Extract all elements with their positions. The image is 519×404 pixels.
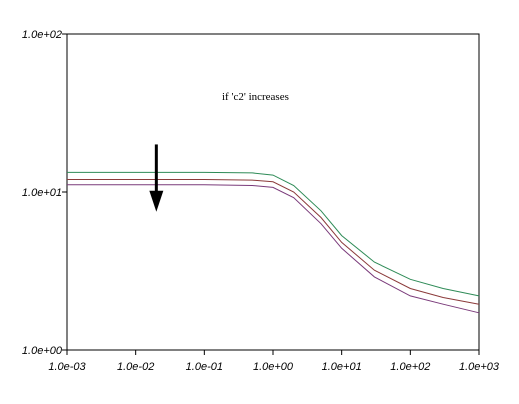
- ticks: 1.0e-03 1.0e-02 1.0e-01 1.0e+00 1.0e+01 1.0e+…: [22, 29, 500, 373]
- arrow-head: [149, 190, 164, 212]
- x-tick-label: 1.0e+02: [390, 361, 430, 373]
- x-tick-label: 1.0e-03: [48, 361, 86, 373]
- series-layer: [67, 171, 480, 314]
- y-tick-label: 1.0e+02: [22, 29, 62, 41]
- x-tick-label: 1.0e+00: [253, 361, 294, 373]
- arrow-layer: [149, 144, 164, 212]
- series-line: [67, 171, 480, 297]
- x-tick-label: 1.0e+01: [322, 361, 362, 373]
- series-line: [67, 179, 480, 305]
- x-tick-label: 1.0e-02: [117, 361, 154, 373]
- series-line: [67, 184, 480, 314]
- annotation-text: if 'c2' increases: [222, 91, 289, 103]
- y-tick-label: 1.0e+01: [22, 187, 62, 199]
- y-tick-label: 1.0e+00: [22, 345, 63, 357]
- plot-frame: [66, 33, 480, 351]
- x-tick-label: 1.0e-01: [186, 361, 223, 373]
- x-tick-label: 1.0e+03: [459, 361, 500, 373]
